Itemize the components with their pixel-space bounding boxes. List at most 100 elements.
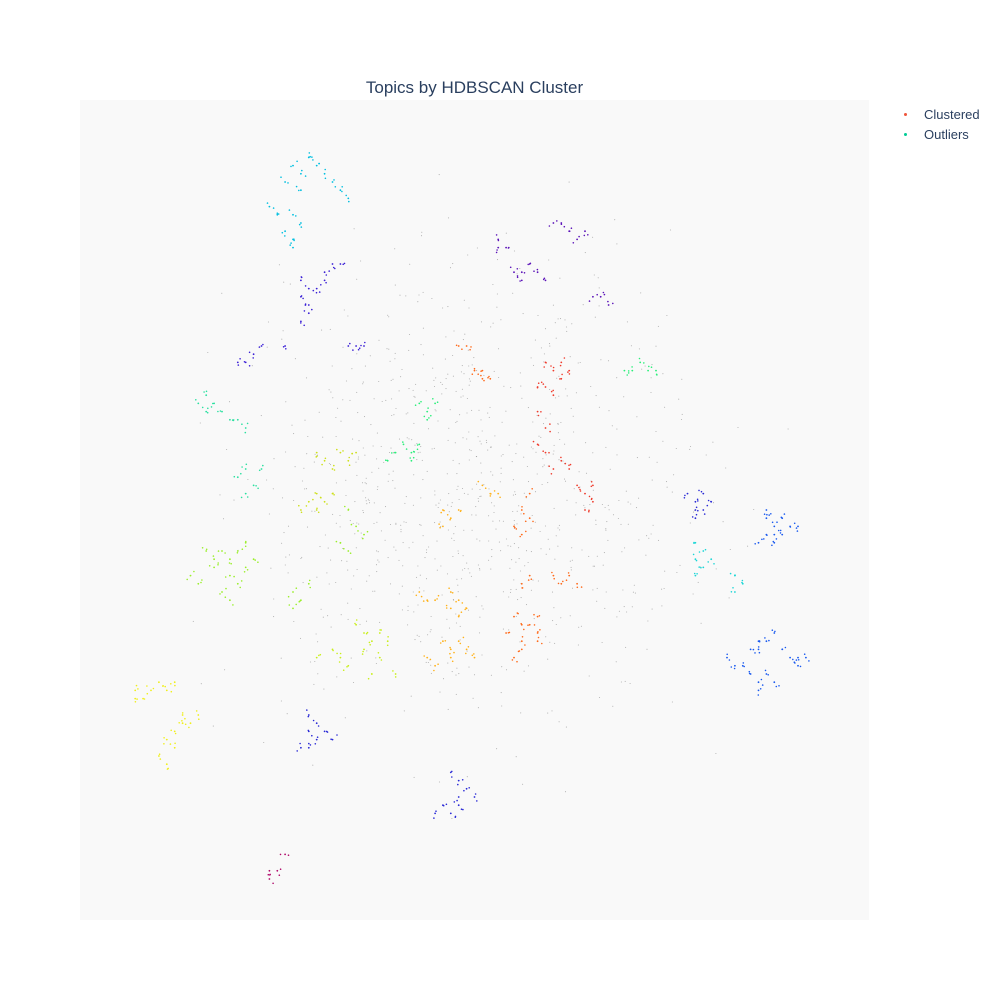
outlier-point xyxy=(357,412,359,414)
cluster-point xyxy=(186,578,188,581)
cluster-point xyxy=(295,587,298,589)
cluster-point xyxy=(134,697,137,700)
cluster-point xyxy=(470,346,472,348)
outlier-point xyxy=(508,596,510,598)
cluster-point xyxy=(333,464,335,467)
cluster-point xyxy=(355,451,357,454)
cluster-point xyxy=(757,648,760,651)
cluster-point xyxy=(260,468,263,470)
outlier-point xyxy=(393,546,395,548)
cluster-point xyxy=(205,410,208,413)
outlier-point xyxy=(340,614,342,616)
outlier-point xyxy=(678,398,680,400)
cluster-point xyxy=(314,743,317,745)
outlier-point xyxy=(316,576,318,578)
outlier-point xyxy=(414,639,416,641)
cluster-point xyxy=(487,376,489,379)
cluster-point xyxy=(272,207,275,209)
outlier-point xyxy=(431,448,433,450)
outlier-point xyxy=(314,510,316,512)
cluster-point xyxy=(767,674,769,676)
cluster-point xyxy=(136,698,138,700)
outlier-point xyxy=(403,521,405,523)
cluster-point xyxy=(516,268,519,270)
outlier-point xyxy=(646,648,648,650)
cluster-point xyxy=(173,681,176,684)
cluster-point xyxy=(252,484,255,487)
cluster-point xyxy=(244,468,247,470)
outlier-point xyxy=(356,278,358,280)
outlier-point xyxy=(663,587,665,590)
cluster-point xyxy=(596,293,598,296)
cluster-point xyxy=(332,649,334,652)
cluster-point xyxy=(439,642,442,644)
cluster-point xyxy=(301,169,303,172)
cluster-point xyxy=(576,582,578,585)
outlier-point xyxy=(531,514,533,517)
cluster-point xyxy=(449,656,452,659)
outlier-point xyxy=(689,448,691,450)
outlier-point xyxy=(518,505,520,507)
outlier-point xyxy=(572,415,574,417)
outlier-point xyxy=(566,395,568,397)
cluster-point xyxy=(734,574,736,576)
outlier-point xyxy=(448,427,450,429)
cluster-point xyxy=(355,619,358,621)
cluster-point xyxy=(465,345,468,347)
legend-item-clustered[interactable]: Clustered xyxy=(898,105,980,125)
outlier-point xyxy=(247,478,249,481)
cluster-point xyxy=(496,249,498,251)
outlier-point xyxy=(623,606,625,608)
cluster-point xyxy=(342,450,344,452)
cluster-point xyxy=(137,688,139,690)
outlier-point xyxy=(222,518,225,520)
outlier-point xyxy=(301,556,303,558)
outlier-point xyxy=(332,397,334,399)
outlier-point xyxy=(313,461,315,463)
outlier-point xyxy=(519,570,522,572)
cluster-point xyxy=(300,189,302,192)
outlier-point xyxy=(508,444,510,446)
cluster-point xyxy=(300,320,302,323)
outlier-point xyxy=(368,502,371,504)
cluster-point xyxy=(797,656,799,659)
cluster-point xyxy=(536,640,539,643)
outlier-point xyxy=(549,413,551,415)
outlier-point xyxy=(199,422,201,424)
outlier-point xyxy=(291,424,293,426)
cluster-point xyxy=(774,630,776,633)
cluster-point xyxy=(363,632,365,634)
outlier-point xyxy=(490,326,492,328)
outlier-point xyxy=(542,466,544,468)
outlier-point xyxy=(551,591,554,593)
cluster-point xyxy=(316,736,319,738)
cluster-point xyxy=(495,234,498,236)
outlier-point xyxy=(535,451,537,453)
legend-item-outliers[interactable]: Outliers xyxy=(898,125,980,145)
outlier-point xyxy=(377,486,379,488)
outlier-point xyxy=(413,776,415,778)
cluster-point xyxy=(480,370,482,373)
cluster-point xyxy=(276,213,279,216)
outlier-point xyxy=(705,454,707,456)
cluster-point xyxy=(166,768,169,770)
outlier-point xyxy=(585,442,587,444)
cluster-point xyxy=(776,521,778,523)
cluster-point xyxy=(290,165,292,168)
cluster-point xyxy=(741,582,744,585)
outlier-point xyxy=(285,401,287,403)
cluster-point xyxy=(412,456,415,459)
cluster-point xyxy=(331,263,334,265)
outlier-point xyxy=(514,493,517,495)
outlier-point xyxy=(451,817,453,820)
cluster-point xyxy=(761,538,763,541)
outlier-point xyxy=(373,522,375,525)
cluster-point xyxy=(134,689,137,692)
cluster-point xyxy=(420,400,422,403)
cluster-point xyxy=(257,487,259,490)
outlier-point xyxy=(356,522,358,524)
cluster-point xyxy=(240,472,242,475)
outlier-point xyxy=(445,388,447,390)
outlier-point xyxy=(712,441,714,443)
